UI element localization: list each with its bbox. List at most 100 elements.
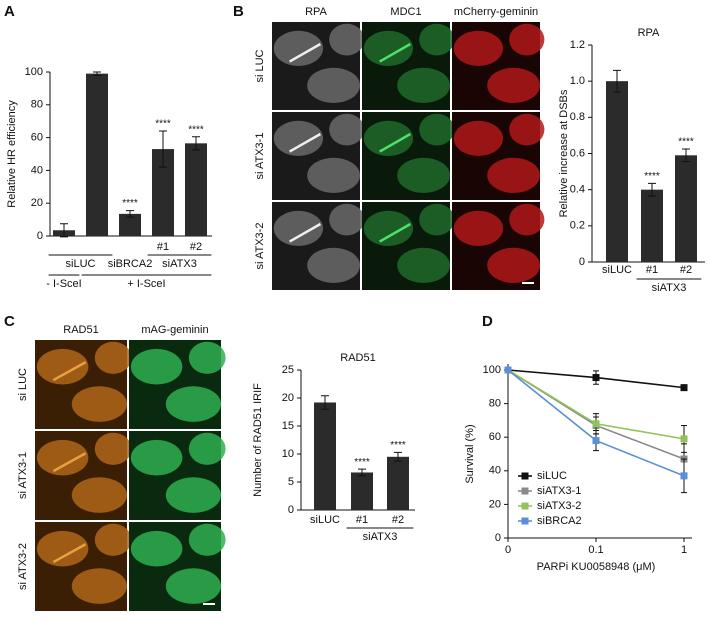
bar (387, 456, 409, 510)
nucleus (363, 120, 414, 156)
y-tick-label: 25 (282, 364, 294, 376)
x-tick-label: siLUC (310, 514, 340, 526)
row-label: si ATX3-2 (17, 543, 29, 590)
y-tick-label: 40 (489, 465, 501, 477)
group-label: siATX3 (363, 531, 398, 543)
nucleus (363, 30, 414, 66)
nucleus (165, 568, 221, 604)
x-tick-label: #2 (680, 264, 692, 276)
stripe (378, 42, 412, 63)
nucleus (130, 530, 183, 567)
legend-marker (521, 487, 529, 495)
significance: **** (644, 171, 660, 182)
marker (680, 384, 688, 392)
nucleus (329, 23, 365, 56)
x-tick-label: #2 (392, 514, 404, 526)
nucleus (188, 523, 226, 556)
stripe (288, 132, 322, 153)
row-label: si ATX3-2 (254, 223, 266, 270)
marker (504, 366, 512, 374)
error-bar (394, 451, 402, 462)
error-bar (192, 136, 200, 151)
legend-label: siBRCA2 (537, 515, 582, 527)
marker (680, 435, 688, 443)
nucleus (36, 348, 89, 385)
nucleus (419, 203, 455, 236)
significance: **** (354, 457, 370, 468)
y-axis-label: Relative increase at DSBs (558, 89, 570, 217)
legend-label: siLUC (537, 470, 567, 482)
y-tick-label: 0.2 (570, 220, 585, 232)
nucleus (130, 348, 183, 385)
y-tick-label: 0 (579, 256, 585, 268)
x-tick-label: #1 (356, 514, 368, 526)
panel-letter: C (4, 313, 15, 330)
y-axis-label: Relative HR efficiency (6, 100, 18, 208)
nucleus (453, 210, 504, 246)
error-bar (648, 182, 656, 197)
bar (185, 143, 207, 236)
nucleus (509, 23, 545, 56)
nucleus (419, 113, 455, 146)
marker (592, 420, 600, 428)
y-tick-label: 80 (489, 398, 501, 410)
y-tick-label: 1.0 (570, 75, 585, 87)
nucleus (94, 523, 132, 556)
bar (675, 155, 697, 262)
nucleus (419, 23, 455, 56)
marker (592, 437, 600, 445)
y-tick-label: 0 (37, 230, 43, 242)
chart-title: RAD51 (340, 352, 375, 364)
stripe (378, 132, 412, 153)
nucleus (487, 157, 540, 193)
y-tick-label: 0.6 (570, 147, 585, 159)
legend-label: siATX3-2 (537, 500, 581, 512)
y-tick-label: 40 (31, 164, 43, 176)
nucleus (307, 247, 360, 283)
marker (680, 472, 688, 480)
y-tick-label: 20 (282, 392, 294, 404)
x-tick-label: siLUC (602, 264, 632, 276)
bar (606, 81, 628, 263)
legend-label: siATX3-1 (537, 485, 581, 497)
nucleus (453, 120, 504, 156)
nucleus (273, 30, 324, 66)
nucleus (36, 439, 89, 476)
nucleus (397, 247, 450, 283)
y-tick-label: 15 (282, 420, 294, 432)
group-label: siATX3 (162, 258, 197, 270)
nucleus (94, 341, 132, 374)
error-bar (358, 468, 366, 477)
nucleus (509, 203, 545, 236)
bar (351, 472, 373, 510)
column-header: RAD51 (63, 324, 98, 336)
nucleus (487, 67, 540, 103)
y-axis-label: Survival (%) (464, 424, 476, 483)
column-header: mCherry-geminin (454, 6, 538, 18)
nucleus (71, 477, 127, 513)
legend-marker (521, 472, 529, 480)
legend-marker (521, 517, 529, 525)
column-header: mAG-geminin (141, 324, 208, 336)
y-tick-label: 80 (31, 99, 43, 111)
group-label: + I-SceI (127, 278, 165, 290)
row-label: si LUC (254, 49, 266, 82)
y-axis-label: Number of RAD51 IRIF (252, 383, 264, 497)
nucleus (165, 477, 221, 513)
group-label: - I-SceI (46, 278, 81, 290)
x-tick-label: 1 (681, 544, 687, 556)
y-tick-label: 20 (489, 498, 501, 510)
panel-letter: D (482, 313, 493, 330)
nucleus (71, 386, 127, 422)
error-bar (93, 71, 101, 76)
x-tick-label: 0.1 (588, 544, 603, 556)
nucleus (329, 113, 365, 146)
bar (119, 213, 141, 236)
nucleus (397, 157, 450, 193)
panel-letter: B (233, 3, 244, 20)
nucleus (453, 30, 504, 66)
bar (641, 189, 663, 262)
marker (592, 374, 600, 382)
nucleus (487, 247, 540, 283)
